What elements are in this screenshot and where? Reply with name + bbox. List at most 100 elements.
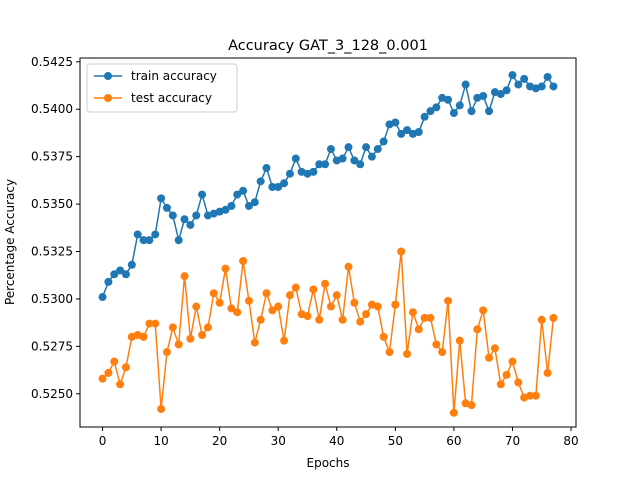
data-point-test	[531, 391, 540, 400]
y-axis-ticks: 0.5250 0.5275 0.5300 0.5325 0.5350 0.5375 0.54…	[31, 55, 80, 401]
data-point-train	[174, 236, 183, 245]
data-point-train	[186, 220, 195, 229]
data-point-train	[198, 190, 207, 199]
data-point-test	[151, 319, 160, 328]
data-point-test	[244, 296, 253, 305]
data-point-test	[408, 308, 417, 317]
data-point-test	[473, 325, 482, 334]
data-point-test	[309, 285, 318, 294]
data-point-train	[502, 86, 511, 95]
data-point-test	[192, 302, 201, 311]
data-point-train	[543, 72, 552, 81]
legend: train accuracy test accuracy	[86, 63, 238, 113]
data-point-test	[332, 291, 341, 300]
data-point-train	[133, 230, 142, 239]
data-point-train	[227, 201, 236, 210]
data-point-test	[168, 323, 177, 332]
x-axis-label: Epochs	[307, 456, 350, 470]
data-point-test	[186, 334, 195, 343]
data-point-test	[467, 401, 476, 410]
data-point-test	[104, 368, 113, 377]
chart-title: Accuracy GAT_3_128_0.001	[228, 38, 428, 54]
data-point-test	[121, 363, 130, 372]
data-point-train	[116, 266, 125, 275]
data-point-test	[362, 310, 371, 319]
data-point-train	[180, 215, 189, 224]
data-point-test	[356, 317, 365, 326]
data-point-train	[414, 127, 423, 136]
data-point-test	[391, 300, 400, 309]
data-point-test	[479, 306, 488, 315]
data-point-train	[356, 160, 365, 169]
data-point-train	[151, 230, 160, 239]
y-tick-label: 0.5325	[31, 245, 73, 259]
data-point-test	[344, 262, 353, 271]
y-axis-label: Percentage Accuracy	[3, 179, 17, 305]
data-point-test	[221, 264, 230, 273]
data-point-test	[203, 323, 212, 332]
data-point-train	[461, 80, 470, 89]
data-point-train	[127, 260, 136, 269]
legend-marker-train	[104, 72, 112, 80]
data-point-test	[139, 332, 148, 341]
data-point-test	[397, 247, 406, 256]
data-point-test	[180, 272, 189, 281]
data-point-train	[514, 80, 523, 89]
data-point-test	[350, 298, 359, 307]
data-point-train	[280, 179, 289, 188]
data-point-train	[367, 152, 376, 161]
data-point-train	[520, 74, 529, 83]
x-tick-label: 80	[563, 434, 578, 448]
data-point-train	[157, 194, 166, 203]
data-point-train	[432, 103, 441, 112]
data-point-test	[274, 302, 283, 311]
x-tick-label: 60	[446, 434, 461, 448]
y-tick-label: 0.5425	[31, 55, 73, 69]
data-point-test	[233, 308, 242, 317]
data-point-train	[221, 205, 230, 214]
data-point-train	[496, 90, 505, 99]
legend-marker-test	[104, 94, 112, 102]
data-point-train	[403, 126, 412, 135]
data-point-train	[98, 293, 107, 302]
data-point-test	[268, 306, 277, 315]
data-point-train	[321, 160, 330, 169]
data-point-train	[326, 145, 335, 154]
data-point-train	[168, 211, 177, 220]
data-point-train	[537, 82, 546, 91]
legend-box	[86, 63, 238, 113]
data-point-train	[508, 71, 517, 80]
data-point-test	[116, 380, 125, 389]
data-point-test	[198, 330, 207, 339]
data-point-test	[250, 338, 259, 347]
y-tick-label: 0.5300	[31, 292, 73, 306]
data-point-test	[514, 378, 523, 387]
data-point-test	[285, 291, 294, 300]
data-point-train	[192, 211, 201, 220]
data-point-test	[209, 289, 218, 298]
data-point-test	[455, 336, 464, 345]
data-point-train	[397, 129, 406, 138]
y-tick-label: 0.5375	[31, 150, 73, 164]
data-point-train	[420, 112, 429, 121]
data-point-test	[549, 313, 558, 322]
data-point-train	[239, 186, 248, 195]
data-point-test	[239, 257, 248, 265]
data-point-train	[262, 164, 271, 173]
data-point-train	[274, 183, 283, 192]
data-point-train	[391, 118, 400, 127]
x-tick-label: 50	[388, 434, 403, 448]
data-point-test	[485, 353, 494, 362]
data-point-train	[244, 201, 253, 210]
data-point-train	[479, 91, 488, 100]
data-point-test	[379, 332, 388, 341]
x-tick-label: 40	[329, 434, 344, 448]
data-point-test	[373, 302, 382, 311]
data-point-train	[121, 270, 130, 279]
data-point-test	[444, 296, 453, 305]
data-point-train	[344, 143, 353, 152]
data-point-train	[455, 101, 464, 110]
y-tick-label: 0.5400	[31, 102, 73, 116]
data-point-train	[467, 107, 476, 116]
data-point-train	[449, 109, 458, 118]
